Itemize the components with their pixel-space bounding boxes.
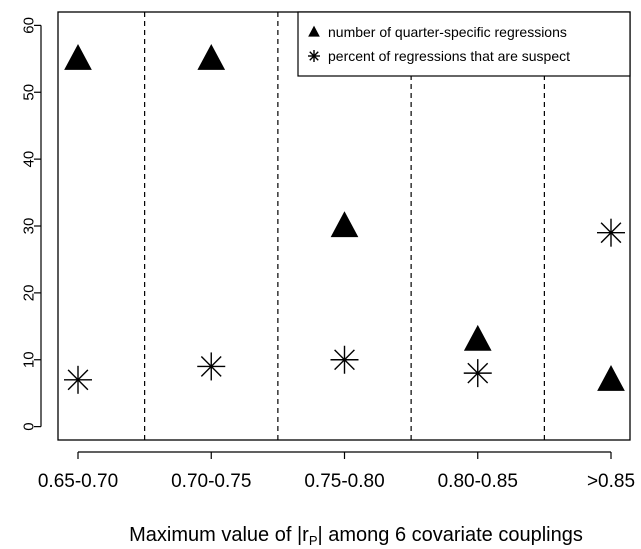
legend-label: percent of regressions that are suspect [328, 48, 570, 64]
asterisk-point [597, 218, 625, 247]
asterisk-point [197, 352, 226, 381]
triangle-point [463, 324, 492, 351]
legend-label: number of quarter-specific regressions [328, 24, 567, 40]
triangle-point [64, 44, 92, 70]
x-tick-label: 0.80-0.85 [438, 471, 518, 492]
y-tick-label: 10 [20, 351, 37, 368]
asterisk-point [463, 359, 492, 388]
x-tick-label: >0.85 [587, 471, 635, 492]
legend-box [297, 11, 631, 77]
x-tick-label: 0.70-0.75 [171, 471, 251, 492]
y-tick-label: 40 [20, 151, 37, 168]
asterisk-point [330, 345, 359, 374]
x-axis: 0.65-0.70 0.70-0.75 0.75-0.80 0.80-0.85 >0.8… [38, 451, 635, 492]
x-axis-title: Maximum value of |rP| among 6 covariate … [129, 524, 583, 548]
x-tick-label: 0.75-0.80 [304, 471, 384, 492]
asterisk-stroke [467, 362, 489, 384]
x-tick-label: 0.65-0.70 [38, 471, 118, 492]
legend: number of quarter-specific regressions pe… [297, 11, 631, 77]
y-tick-label: 0 [20, 422, 37, 430]
asterisk-stroke [309, 51, 319, 61]
y-tick-label: 60 [20, 17, 37, 34]
asterisk-stroke [600, 222, 622, 244]
y-axis: 0 10 20 30 40 50 60 [20, 17, 42, 431]
legend-triangle-icon [308, 25, 320, 37]
asterisk-point [64, 365, 92, 394]
y-tick-label: 50 [20, 84, 37, 101]
triangle-point [197, 44, 226, 70]
asterisk-stroke [67, 369, 89, 391]
asterisk-stroke [334, 349, 355, 371]
asterisk-stroke [200, 356, 222, 377]
y-tick-label: 30 [20, 218, 37, 235]
triangle-point [597, 365, 625, 391]
legend-asterisk-icon [308, 50, 320, 62]
triangle-point [330, 211, 359, 238]
data-marks [64, 44, 625, 394]
y-tick-label: 20 [20, 285, 37, 302]
